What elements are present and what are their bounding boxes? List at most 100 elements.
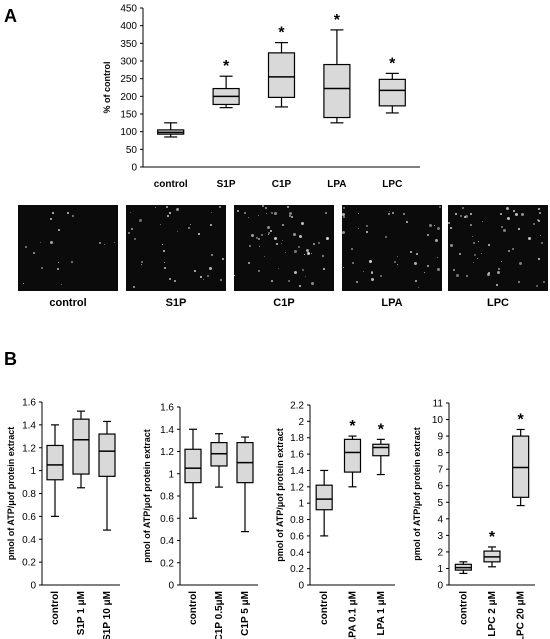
y-tick-label: 1.4	[290, 466, 304, 477]
y-tick-label: 1.6	[22, 398, 36, 409]
significance-marker: *	[378, 421, 385, 438]
y-tick-label: 0	[168, 581, 174, 592]
y-tick-label: 11	[433, 399, 444, 410]
micrograph-c1p	[234, 205, 334, 291]
y-tick-label: 0.8	[160, 492, 174, 503]
box-iqr	[512, 435, 530, 498]
box-iqr	[267, 52, 296, 98]
y-tick-label: 2	[437, 547, 443, 558]
y-tick-label: 6	[437, 481, 443, 492]
category-label: control	[50, 591, 61, 625]
y-tick-label: 50	[126, 145, 138, 156]
significance-marker: *	[489, 529, 496, 546]
significance-marker: *	[349, 418, 356, 435]
y-tick-label: 0.4	[290, 548, 304, 559]
micrograph-lpc	[448, 205, 548, 291]
y-tick-label: 1.8	[290, 433, 304, 444]
category-label: LPC	[382, 179, 402, 190]
y-tick-label: 300	[120, 57, 137, 68]
y-tick-label: 0.4	[160, 536, 174, 547]
y-tick-label: 400	[120, 21, 137, 32]
box-iqr	[315, 484, 333, 511]
y-tick-label: 200	[120, 92, 137, 103]
micrograph-label: S1P	[165, 297, 187, 309]
y-tick-label: 1.6	[290, 450, 304, 461]
y-tick-label: 1.2	[290, 482, 304, 493]
y-tick-label: 0	[298, 581, 304, 592]
significance-marker: *	[334, 12, 341, 29]
y-tick-label: 1	[30, 466, 36, 477]
box-iqr	[323, 63, 351, 119]
significance-marker: *	[278, 25, 285, 42]
y-tick-label: 0	[131, 163, 137, 174]
y-tick-label: 4	[437, 514, 443, 525]
y-tick-label: 0.2	[160, 558, 174, 569]
micrograph-lpa	[342, 205, 442, 291]
panel-label-b: B	[4, 349, 17, 369]
category-label: S1P	[217, 179, 236, 190]
y-tick-label: 8	[437, 448, 443, 459]
box-iqr	[343, 438, 362, 473]
box-iqr	[98, 433, 116, 477]
significance-marker: *	[223, 58, 230, 75]
category-label: C1P 5 μM	[240, 591, 251, 636]
panel-label-a: A	[4, 6, 17, 26]
y-tick-label: 0	[437, 581, 443, 592]
y-tick-label: 1.4	[22, 420, 36, 431]
micrograph-s1p	[126, 205, 226, 291]
y-axis-label-a: % of control	[102, 62, 112, 114]
y-tick-label: 0.4	[22, 535, 36, 546]
box-iqr	[378, 78, 406, 107]
category-label: C1P	[272, 179, 292, 190]
y-axis-label-b1: pmol of ATP/μof protein extract	[6, 427, 16, 561]
y-tick-label: 2.2	[290, 401, 304, 412]
y-axis-label-b2: pmol of ATP/μof protein extract	[142, 429, 152, 563]
category-label: S1P 10 μM	[102, 591, 113, 639]
y-tick-label: 0.2	[290, 564, 304, 575]
y-tick-label: 1	[298, 499, 304, 510]
y-tick-label: 5	[437, 498, 443, 509]
y-tick-label: 0.6	[22, 512, 36, 523]
category-label: control	[458, 591, 469, 625]
box-iqr	[46, 444, 64, 481]
micrograph-label: LPC	[487, 297, 509, 309]
y-tick-label: 0.8	[290, 515, 304, 526]
micrograph-label: LPA	[381, 297, 403, 309]
box-iqr	[72, 418, 90, 475]
category-label: LPC 2 μM	[487, 591, 498, 637]
category-label: C1P 0.5μM	[214, 591, 225, 639]
y-tick-label: 0	[30, 581, 36, 592]
box-iqr	[184, 448, 202, 484]
category-label: LPC 20 μM	[516, 591, 527, 639]
y-tick-label: 1.6	[160, 403, 174, 414]
y-axis-label-b3: pmol of ATP/μof protein extract	[275, 428, 285, 562]
y-axis-label-b4: pmol of ATP/μof protein extract	[412, 427, 422, 561]
y-tick-label: 9	[437, 432, 443, 443]
y-tick-label: 1	[437, 564, 443, 575]
y-tick-label: 150	[120, 110, 137, 121]
micrograph-label: control	[49, 297, 87, 309]
y-tick-label: 450	[120, 4, 137, 15]
y-tick-label: 250	[120, 74, 137, 85]
category-label: control	[319, 591, 330, 625]
y-tick-label: 7	[437, 465, 443, 476]
y-tick-label: 350	[120, 39, 137, 50]
y-tick-label: 0.6	[160, 514, 174, 525]
y-tick-label: 2	[298, 417, 304, 428]
category-label: S1P 1 μM	[76, 591, 87, 635]
category-label: LPA 1 μM	[376, 591, 387, 635]
y-tick-label: 1.4	[160, 425, 174, 436]
category-label: LPA 0.1 μM	[348, 591, 359, 639]
micrograph-control	[18, 205, 118, 291]
category-label: LPA	[327, 179, 346, 190]
significance-marker: *	[389, 55, 396, 72]
y-tick-label: 0.8	[22, 489, 36, 500]
y-tick-label: 1.2	[160, 447, 174, 458]
y-tick-label: 1.2	[22, 443, 36, 454]
micrograph-label: C1P	[273, 297, 295, 309]
box-iqr	[372, 443, 390, 457]
y-tick-label: 1	[168, 469, 174, 480]
significance-marker: *	[518, 411, 525, 428]
y-tick-label: 0.2	[22, 558, 36, 569]
